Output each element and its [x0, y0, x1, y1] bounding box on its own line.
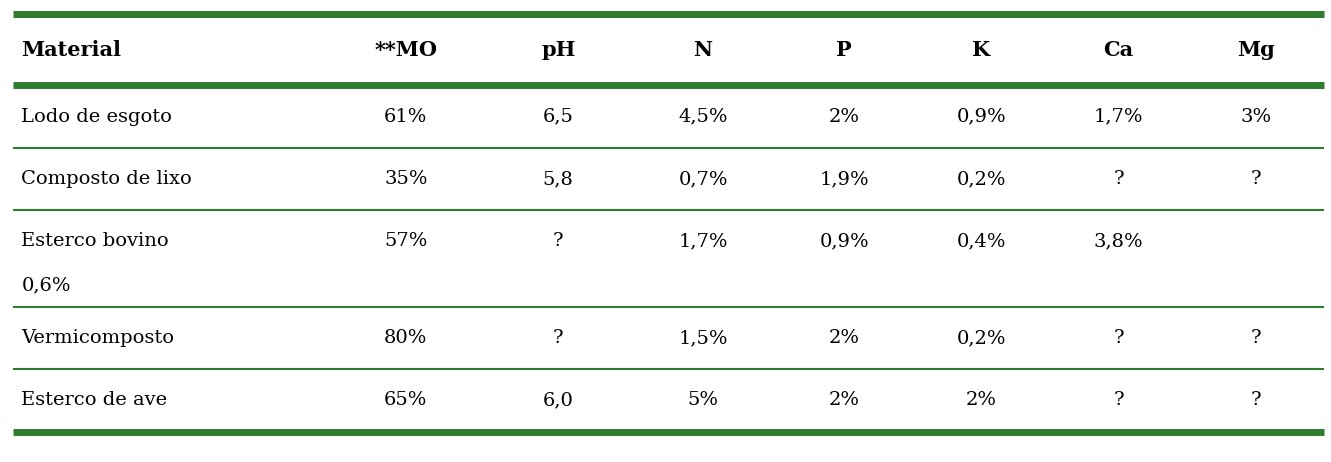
Text: ?: ? — [552, 232, 563, 250]
Text: 3,8%: 3,8% — [1094, 232, 1143, 250]
Text: 65%: 65% — [385, 391, 427, 409]
Text: N: N — [693, 40, 712, 60]
Text: 0,2%: 0,2% — [957, 329, 1006, 347]
Text: **MO: **MO — [374, 40, 438, 60]
Text: 2%: 2% — [829, 108, 860, 126]
Text: pH: pH — [542, 40, 575, 60]
Text: ?: ? — [1250, 170, 1260, 188]
Text: 3%: 3% — [1240, 108, 1271, 126]
Text: ?: ? — [1113, 170, 1123, 188]
Text: Esterco de ave: Esterco de ave — [21, 391, 168, 409]
Text: 80%: 80% — [385, 329, 427, 347]
Text: 61%: 61% — [385, 108, 427, 126]
Text: ?: ? — [552, 329, 563, 347]
Text: 2%: 2% — [829, 391, 860, 409]
Text: Material: Material — [21, 40, 121, 60]
Text: Mg: Mg — [1236, 40, 1275, 60]
Text: Ca: Ca — [1103, 40, 1134, 60]
Text: ?: ? — [1113, 391, 1123, 409]
Text: 1,7%: 1,7% — [1094, 108, 1143, 126]
Text: Composto de lixo: Composto de lixo — [21, 170, 192, 188]
Text: 1,5%: 1,5% — [679, 329, 728, 347]
Text: 2%: 2% — [829, 329, 860, 347]
Text: ?: ? — [1113, 329, 1123, 347]
Text: 6,5: 6,5 — [543, 108, 574, 126]
Text: 0,9%: 0,9% — [820, 232, 869, 250]
Text: 6,0: 6,0 — [543, 391, 574, 409]
Text: P: P — [836, 40, 852, 60]
Text: 57%: 57% — [385, 232, 427, 250]
Text: 5,8: 5,8 — [543, 170, 574, 188]
Text: 0,7%: 0,7% — [679, 170, 728, 188]
Text: Vermicomposto: Vermicomposto — [21, 329, 174, 347]
Text: Lodo de esgoto: Lodo de esgoto — [21, 108, 172, 126]
Text: 0,4%: 0,4% — [957, 232, 1006, 250]
Text: 4,5%: 4,5% — [679, 108, 728, 126]
Text: 0,6%: 0,6% — [21, 277, 71, 295]
Text: 0,2%: 0,2% — [957, 170, 1006, 188]
Text: 1,7%: 1,7% — [679, 232, 728, 250]
Text: 5%: 5% — [688, 391, 719, 409]
Text: 1,9%: 1,9% — [820, 170, 869, 188]
Text: ?: ? — [1250, 391, 1260, 409]
Text: 2%: 2% — [966, 391, 997, 409]
Text: ?: ? — [1250, 329, 1260, 347]
Text: Esterco bovino: Esterco bovino — [21, 232, 169, 250]
Text: K: K — [972, 40, 990, 60]
Text: 0,9%: 0,9% — [957, 108, 1006, 126]
Text: 35%: 35% — [385, 170, 427, 188]
